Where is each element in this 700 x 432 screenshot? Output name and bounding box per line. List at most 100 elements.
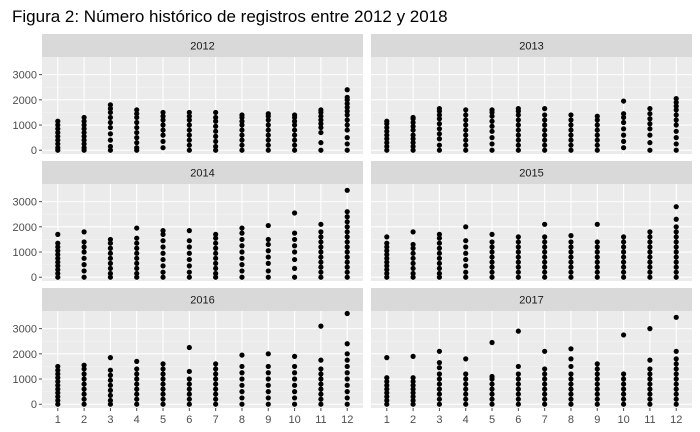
x-tick-label: 7 xyxy=(542,414,548,426)
data-point xyxy=(186,263,192,269)
data-point xyxy=(344,310,350,317)
data-point xyxy=(384,240,390,246)
data-point xyxy=(134,274,140,280)
data-point xyxy=(134,376,140,382)
data-point xyxy=(265,395,271,401)
data-point xyxy=(673,371,679,377)
data-point xyxy=(55,274,61,280)
data-point xyxy=(436,136,443,142)
data-point xyxy=(542,366,548,372)
data-point xyxy=(410,143,416,150)
data-point xyxy=(318,221,324,227)
data-point xyxy=(265,268,271,274)
data-point xyxy=(620,145,627,151)
data-point xyxy=(344,214,350,220)
data-point xyxy=(673,269,679,275)
data-point xyxy=(384,397,390,404)
data-point xyxy=(463,386,469,392)
data-point xyxy=(620,376,627,382)
data-point xyxy=(620,111,627,117)
data-point xyxy=(213,401,219,407)
data-point xyxy=(55,145,61,151)
data-point xyxy=(594,401,600,407)
data-point xyxy=(673,224,679,230)
data-point xyxy=(344,249,350,255)
data-point xyxy=(594,259,600,265)
data-point xyxy=(344,269,350,275)
data-point xyxy=(291,395,298,401)
facet-strip xyxy=(42,34,363,57)
data-point xyxy=(436,360,443,366)
data-point xyxy=(55,122,61,128)
data-point xyxy=(81,133,87,139)
data-point xyxy=(620,259,627,265)
data-point xyxy=(384,263,390,269)
data-point xyxy=(134,114,140,121)
data-point xyxy=(318,269,324,275)
data-point xyxy=(647,229,653,235)
data-point xyxy=(213,231,219,237)
data-point xyxy=(213,265,219,272)
data-point xyxy=(344,209,350,215)
data-point xyxy=(647,111,653,117)
data-point xyxy=(436,147,443,153)
data-point xyxy=(542,142,548,148)
data-point xyxy=(213,128,219,134)
data-point xyxy=(594,274,600,280)
data-point xyxy=(620,244,627,250)
data-point xyxy=(673,117,679,123)
data-point xyxy=(542,269,548,275)
data-point xyxy=(265,260,271,266)
data-point xyxy=(463,274,469,280)
data-point xyxy=(81,255,87,261)
data-point xyxy=(384,124,390,131)
data-point xyxy=(239,268,245,274)
data-point xyxy=(213,235,219,241)
y-tick-label: 1000 xyxy=(13,247,37,259)
data-point xyxy=(134,225,140,231)
data-point xyxy=(463,401,469,407)
data-point xyxy=(81,145,87,151)
data-point xyxy=(134,140,140,146)
data-point xyxy=(291,376,298,382)
data-point xyxy=(344,224,350,230)
data-point xyxy=(239,132,245,138)
data-point xyxy=(265,254,271,260)
data-point xyxy=(160,386,166,392)
data-point xyxy=(515,363,521,370)
data-point xyxy=(620,269,627,275)
data-point xyxy=(344,187,350,193)
data-point xyxy=(542,221,548,227)
data-point xyxy=(134,358,140,364)
data-point xyxy=(489,249,495,255)
data-point xyxy=(265,351,271,357)
data-point xyxy=(265,370,271,376)
data-point xyxy=(213,245,219,251)
y-tick-label: 3000 xyxy=(13,197,37,209)
data-point xyxy=(55,397,61,404)
x-tick-label: 6 xyxy=(186,414,192,426)
data-point xyxy=(291,363,298,370)
data-point xyxy=(542,376,548,382)
data-point xyxy=(620,114,627,121)
data-point xyxy=(594,376,600,382)
data-point xyxy=(55,251,61,258)
data-point xyxy=(213,250,219,256)
data-point xyxy=(134,270,140,277)
panel-background xyxy=(42,184,363,281)
data-point xyxy=(239,352,245,358)
data-point xyxy=(239,401,245,407)
data-point xyxy=(160,371,166,377)
data-point xyxy=(568,132,574,138)
data-point xyxy=(318,381,324,387)
data-point xyxy=(463,256,469,263)
data-point xyxy=(463,122,469,128)
data-point xyxy=(489,373,495,380)
data-point xyxy=(55,401,61,407)
facet-strip-label: 2015 xyxy=(519,168,543,180)
data-point xyxy=(542,112,548,118)
data-point xyxy=(673,239,679,245)
data-point xyxy=(107,114,114,121)
data-point xyxy=(515,244,521,250)
data-point xyxy=(568,117,574,123)
